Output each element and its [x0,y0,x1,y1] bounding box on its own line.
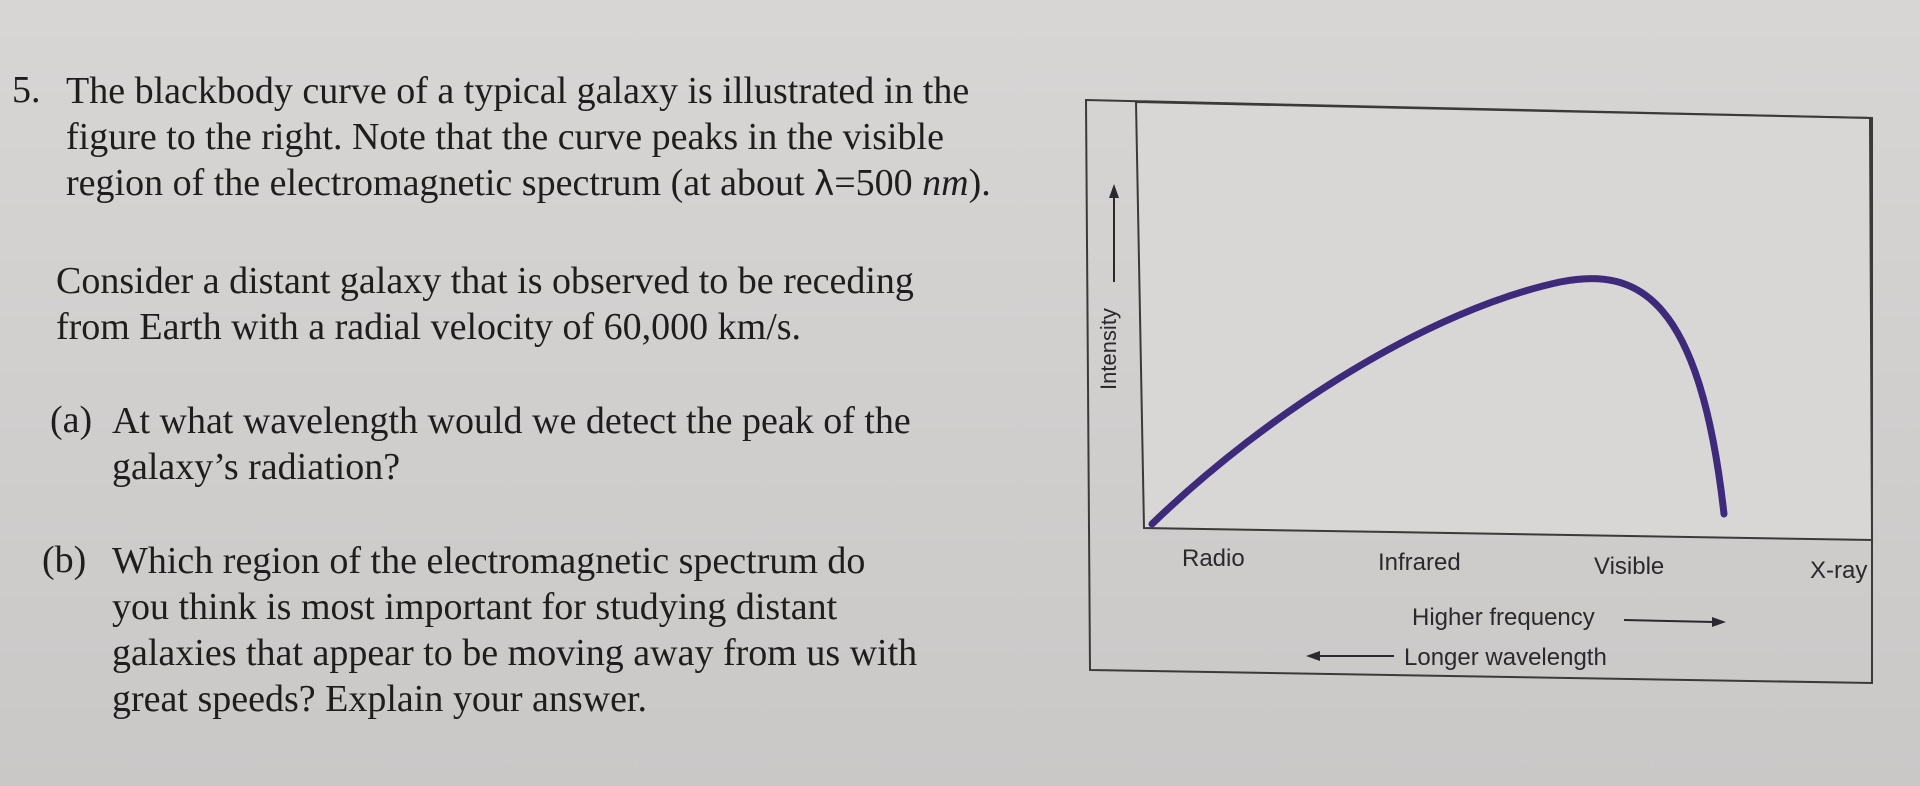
question-context: Consider a distant galaxy that is observ… [56,258,914,350]
intro-line-1: The blackbody curve of a typical galaxy … [66,70,970,112]
part-b-line-3: galaxies that appear to be moving away f… [112,632,918,674]
intro-line-2: figure to the right. Note that the curve… [66,116,944,158]
y-axis-label: Intensity [1096,308,1121,390]
region-label-xray: X-ray [1810,557,1867,584]
lambda-symbol: λ [814,164,835,204]
plot-area [1134,100,1874,542]
blackbody-curve [1148,275,1728,528]
region-label-radio: Radio [1182,545,1245,572]
region-label-infrared: Infrared [1378,549,1461,576]
part-a-text: At what wavelength would we detect the p… [112,398,911,490]
part-b-line-2: you think is most important for studying… [112,586,838,628]
part-b-line-4: great speeds? Explain your answer. [112,678,647,720]
part-a-line-1: At what wavelength would we detect the p… [112,400,911,442]
frequency-arrow [1623,619,1715,623]
wavelength-arrow-head [1306,651,1320,661]
context-line-1: Consider a distant galaxy that is observ… [56,260,914,302]
region-label-visible: Visible [1594,553,1664,580]
context-line-2: from Earth with a radial velocity of 60,… [56,306,802,348]
higher-frequency-label: Higher frequency [1412,604,1595,631]
part-b-text: Which region of the electromagnetic spec… [112,538,917,722]
part-a-label: (a) [50,399,93,441]
question-number: 5. [12,69,41,111]
part-b-line-1: Which region of the electromagnetic spec… [112,540,866,582]
intro-end: ). [968,162,991,204]
peak-unit: nm [922,162,969,204]
intro-line-3-text: region of the electromagnetic spectrum (… [66,162,815,204]
part-b-label: (b) [42,539,87,581]
question-intro: The blackbody curve of a typical galaxy … [66,68,991,207]
part-a-line-2: galaxy’s radiation? [112,446,401,488]
intro-line-3: region of the electromagnetic spectrum (… [66,160,991,207]
frequency-arrow-head [1712,617,1726,627]
peak-value: =500 [834,162,923,204]
longer-wavelength-label: Longer wavelength [1404,644,1607,671]
intensity-arrow-head [1109,184,1119,198]
